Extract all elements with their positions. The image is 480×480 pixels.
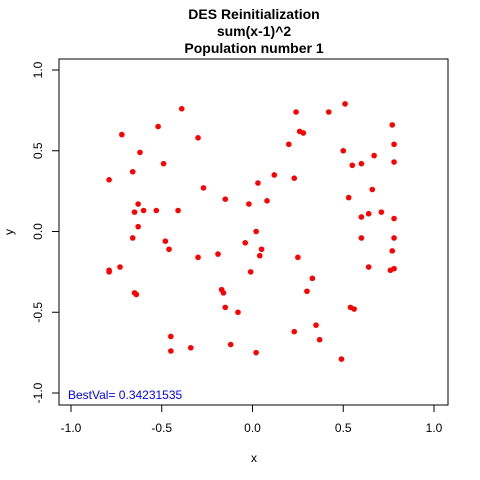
data-point	[253, 350, 259, 356]
data-point	[301, 130, 307, 136]
data-point	[366, 264, 372, 270]
y-tick-label: -0.5	[31, 302, 45, 323]
data-point	[134, 292, 140, 298]
data-point	[228, 342, 234, 348]
data-point	[168, 348, 174, 354]
data-point	[257, 253, 263, 259]
data-point	[391, 141, 397, 147]
y-tick-label: 0.0	[31, 223, 45, 240]
data-point	[235, 309, 241, 315]
data-point	[310, 276, 316, 282]
data-point	[119, 132, 125, 138]
data-point	[130, 169, 136, 175]
x-tick-label: 0.0	[244, 421, 261, 435]
x-tick-label: 0.5	[335, 421, 352, 435]
data-point	[222, 196, 228, 202]
data-point	[166, 246, 172, 252]
data-point	[389, 122, 395, 128]
data-point	[326, 109, 332, 115]
chart-subtitle: sum(x-1)^2	[217, 23, 292, 39]
data-point	[141, 208, 147, 214]
data-point	[253, 229, 259, 235]
data-point	[155, 124, 161, 130]
data-point	[389, 248, 395, 254]
x-tick-label: 1.0	[426, 421, 443, 435]
data-point	[346, 195, 352, 201]
data-point	[117, 264, 123, 270]
data-point	[291, 175, 297, 181]
data-point	[388, 267, 394, 273]
data-point	[350, 162, 356, 168]
data-point	[371, 153, 377, 159]
data-point	[391, 159, 397, 165]
data-point	[132, 209, 138, 215]
data-point	[175, 208, 181, 214]
data-point	[391, 235, 397, 241]
data-point	[222, 305, 228, 311]
data-point	[304, 288, 310, 294]
best-value-annotation: BestVal= 0.34231535	[68, 388, 183, 402]
data-point	[339, 356, 345, 362]
chart-title: DES Reinitialization	[188, 6, 319, 22]
data-point	[379, 209, 385, 215]
data-point	[359, 235, 365, 241]
y-tick-label: 1.0	[31, 61, 45, 78]
data-point	[291, 329, 297, 335]
data-point	[242, 240, 248, 246]
chart-subtitle-2: Population number 1	[184, 40, 323, 56]
data-point	[201, 185, 207, 191]
data-point	[195, 255, 201, 261]
data-point	[168, 334, 174, 340]
data-point	[340, 148, 346, 154]
data-point	[215, 251, 221, 257]
data-point	[351, 306, 357, 312]
data-point	[135, 224, 141, 230]
data-point	[295, 255, 301, 261]
data-point	[221, 290, 227, 296]
data-point	[188, 345, 194, 351]
data-point	[154, 208, 160, 214]
data-point	[317, 337, 323, 343]
data-point	[106, 269, 112, 275]
data-point	[313, 322, 319, 328]
data-point	[135, 201, 141, 207]
data-point	[246, 201, 252, 207]
data-point	[259, 246, 265, 252]
y-tick-label: -1.0	[31, 382, 45, 403]
data-point	[163, 238, 169, 244]
data-point	[271, 172, 277, 178]
data-point	[137, 150, 143, 156]
data-point	[369, 187, 375, 193]
data-point	[342, 101, 348, 107]
y-axis-label: y	[2, 229, 16, 235]
x-tick-label: -0.5	[151, 421, 172, 435]
data-point	[195, 135, 201, 141]
data-point	[264, 198, 270, 204]
data-point	[366, 211, 372, 217]
data-point	[106, 177, 112, 183]
x-tick-label: -1.0	[61, 421, 82, 435]
data-point	[359, 214, 365, 220]
data-point	[179, 106, 185, 112]
data-point	[130, 235, 136, 241]
data-point	[286, 141, 292, 147]
data-point	[359, 161, 365, 167]
data-point	[391, 216, 397, 222]
data-point	[248, 269, 254, 275]
data-point	[161, 161, 167, 167]
data-point	[293, 109, 299, 115]
data-point	[255, 180, 261, 186]
x-axis-label: x	[251, 451, 257, 465]
y-tick-label: 0.5	[31, 142, 45, 159]
